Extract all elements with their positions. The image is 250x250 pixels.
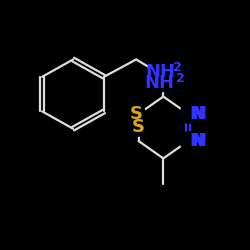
Text: NH: NH bbox=[144, 74, 174, 92]
Circle shape bbox=[188, 134, 202, 148]
Circle shape bbox=[166, 76, 185, 94]
Text: NH: NH bbox=[145, 63, 175, 81]
Text: N: N bbox=[192, 132, 207, 150]
Circle shape bbox=[188, 107, 202, 121]
Text: N: N bbox=[189, 132, 204, 150]
Text: N: N bbox=[192, 105, 207, 123]
Text: 2: 2 bbox=[176, 72, 184, 85]
Text: N: N bbox=[189, 105, 204, 123]
Circle shape bbox=[130, 119, 147, 136]
Text: S: S bbox=[132, 118, 145, 136]
Circle shape bbox=[127, 104, 146, 123]
Circle shape bbox=[180, 132, 199, 150]
Text: 2: 2 bbox=[173, 61, 182, 74]
Text: S: S bbox=[130, 105, 142, 123]
Circle shape bbox=[150, 74, 169, 92]
Circle shape bbox=[150, 58, 177, 86]
Circle shape bbox=[180, 104, 199, 123]
